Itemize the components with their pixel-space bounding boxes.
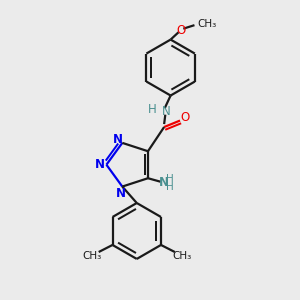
Text: H: H	[166, 174, 173, 184]
Text: O: O	[180, 111, 189, 124]
Text: N: N	[113, 133, 123, 146]
Text: CH₃: CH₃	[198, 19, 217, 29]
Text: CH₃: CH₃	[172, 250, 191, 261]
Text: O: O	[176, 24, 185, 37]
Text: H: H	[148, 103, 157, 116]
Text: N: N	[159, 176, 169, 189]
Text: N: N	[95, 158, 105, 171]
Text: N: N	[116, 187, 126, 200]
Text: N: N	[162, 105, 171, 118]
Text: H: H	[166, 182, 173, 192]
Text: CH₃: CH₃	[82, 250, 101, 261]
